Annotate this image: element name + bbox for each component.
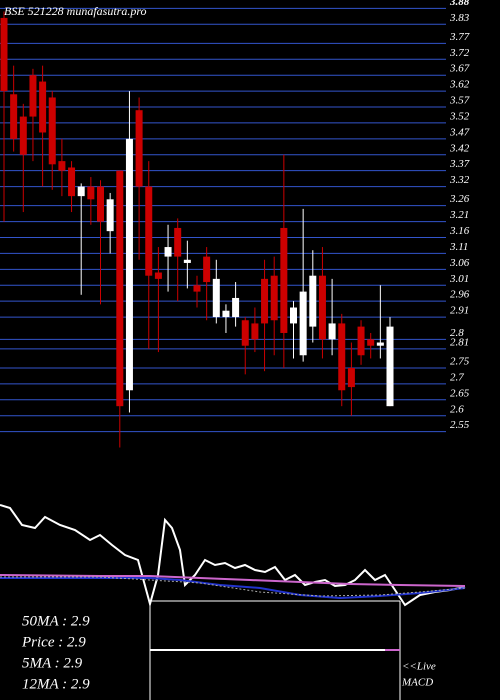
candle-body <box>328 323 336 340</box>
y-tick-label: 3.52 <box>449 110 470 122</box>
candle-body <box>241 320 249 346</box>
y-tick-label: 3.01 <box>449 273 469 285</box>
candles <box>0 11 394 448</box>
candle-body <box>299 291 307 356</box>
candle-body <box>367 339 375 346</box>
candle-body <box>154 272 162 279</box>
candle-body <box>357 326 365 356</box>
y-tick-label: 3.77 <box>449 31 470 43</box>
candle-body <box>10 94 18 139</box>
y-tick-label: 3.37 <box>449 158 470 170</box>
y-tick-label: 3.47 <box>449 126 470 138</box>
candle-body <box>290 307 297 324</box>
candle-body <box>19 116 27 155</box>
y-tick-label: 3.62 <box>449 79 470 91</box>
candle-body <box>203 256 211 283</box>
candle-body <box>376 342 384 346</box>
y-tick-label: 2.75 <box>450 356 470 368</box>
y-tick-label: 3.42 <box>449 142 470 154</box>
y-tick-label: 3.72 <box>449 47 470 59</box>
y-tick-label: 2.65 <box>450 387 470 399</box>
candle-body <box>58 161 66 171</box>
candle-body <box>183 259 191 263</box>
chart-title: BSE 521228 munafasutra.pro <box>4 4 147 18</box>
stat-label: Price : 2.9 <box>21 634 86 650</box>
y-tick-label: 2.91 <box>450 305 469 317</box>
y-tick-label: 2.55 <box>450 419 470 431</box>
y-tick-label: 2.6 <box>450 403 464 415</box>
y-tick-label: 2.81 <box>450 336 469 348</box>
candle-body <box>164 247 172 257</box>
y-tick-label: 3.67 <box>449 63 470 75</box>
y-tick-label: 2.96 <box>450 289 470 301</box>
stat-label: 12MA : 2.9 <box>22 676 90 692</box>
y-tick-label: 3.32 <box>449 174 470 186</box>
candle-body <box>39 81 47 133</box>
stat-label: 5MA : 2.9 <box>22 655 83 671</box>
candle-body <box>0 17 8 92</box>
candle-body <box>116 170 124 407</box>
y-tick-label: 3.16 <box>449 225 470 237</box>
y-tick-label: 3.26 <box>449 193 470 205</box>
y-tick-label: 3.21 <box>449 209 469 221</box>
candle-body <box>270 275 278 321</box>
candle-body <box>212 278 220 318</box>
price-line <box>0 504 466 608</box>
candle-body <box>135 110 143 187</box>
candle-body <box>106 199 114 232</box>
candle-body <box>87 186 95 200</box>
candle-body <box>222 310 230 318</box>
candle-body <box>251 323 259 340</box>
candle-body <box>125 138 133 391</box>
y-tick-label: 2.7 <box>450 371 464 383</box>
macd-label: MACD <box>401 677 433 689</box>
y-tick-label: 3.83 <box>449 12 470 24</box>
stats: 50MA : 2.9 Price : 2.9 5MA : 2.9 12MA : 2.9 <box>21 613 90 692</box>
candle-body <box>232 297 240 318</box>
candle-body <box>97 186 104 222</box>
y-tick-label: 3.11 <box>449 241 468 253</box>
y-tick-label: 3.57 <box>449 95 470 107</box>
candle-body <box>318 275 326 340</box>
stat-label: 50MA : 2.9 <box>22 613 90 629</box>
candle-body <box>338 323 346 391</box>
ma-line-c <box>0 576 466 597</box>
ma-line-a <box>0 577 466 600</box>
candle-body <box>280 227 288 333</box>
candle-body <box>29 75 37 117</box>
indicator-panel <box>0 504 466 700</box>
ma-line-b <box>0 574 466 587</box>
candle-body <box>48 97 56 165</box>
grid: 3.88 3.83 3.77 3.72 3.67 3.62 3.57 3.52 3.47 3.42… <box>0 0 470 433</box>
candle-body <box>347 367 355 388</box>
candle-body <box>386 326 394 407</box>
candle-body <box>309 275 317 327</box>
candle-body <box>77 186 85 197</box>
y-tick-label: 3.88 <box>449 0 470 8</box>
candle-body <box>193 285 201 292</box>
y-tick-label: 2.8 <box>450 327 464 339</box>
live-label: <<Live <box>402 661 436 673</box>
candle-body <box>68 167 76 197</box>
candle-body <box>174 227 182 257</box>
candle-body <box>261 278 269 324</box>
candle-body <box>145 186 153 276</box>
y-tick-label: 3.06 <box>449 257 470 269</box>
